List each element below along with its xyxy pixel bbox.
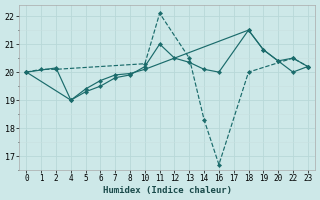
X-axis label: Humidex (Indice chaleur): Humidex (Indice chaleur) [103, 186, 232, 195]
